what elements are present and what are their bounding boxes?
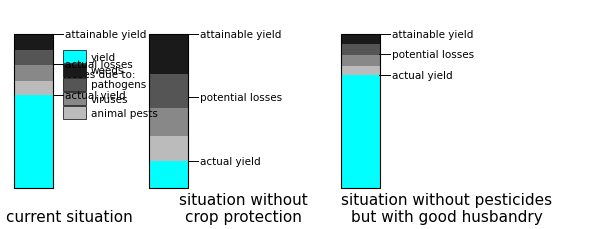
Bar	[14, 66, 53, 82]
Text: weeds: weeds	[91, 66, 124, 76]
Bar	[149, 162, 187, 188]
Text: actual losses: actual losses	[65, 60, 133, 70]
Bar	[149, 34, 187, 75]
Bar	[63, 51, 86, 64]
Text: animal pests: animal pests	[91, 108, 157, 118]
Text: attainable yield: attainable yield	[200, 29, 281, 39]
Text: attainable yield: attainable yield	[65, 29, 146, 39]
Bar	[149, 34, 187, 188]
Bar	[341, 34, 380, 188]
Text: attainable yield: attainable yield	[392, 29, 473, 39]
Bar	[14, 51, 53, 66]
Text: pathogens: pathogens	[91, 80, 146, 90]
Bar	[63, 93, 86, 106]
Text: situation without
crop protection: situation without crop protection	[179, 192, 307, 224]
Text: losses due to:: losses due to:	[63, 70, 136, 80]
Bar	[341, 34, 380, 45]
Bar	[341, 76, 380, 188]
Text: viruses: viruses	[91, 94, 128, 104]
Text: potential losses: potential losses	[392, 50, 474, 60]
Bar	[63, 65, 86, 78]
Bar	[149, 108, 187, 136]
Bar	[149, 136, 187, 162]
Text: current situation: current situation	[5, 210, 133, 224]
Text: actual yield: actual yield	[392, 71, 453, 81]
Text: actual yield: actual yield	[65, 91, 126, 101]
Text: potential losses: potential losses	[200, 93, 282, 103]
Bar	[63, 106, 86, 120]
Bar	[14, 34, 53, 188]
Bar	[341, 67, 380, 76]
Bar	[14, 96, 53, 188]
Text: actual yield: actual yield	[200, 157, 261, 167]
Text: situation without pesticides
but with good husbandry: situation without pesticides but with go…	[341, 192, 553, 224]
Text: yield: yield	[91, 52, 116, 63]
Bar	[14, 82, 53, 96]
Bar	[14, 34, 53, 51]
Bar	[341, 56, 380, 67]
Bar	[63, 79, 86, 92]
Bar	[341, 45, 380, 56]
Bar	[149, 75, 187, 108]
